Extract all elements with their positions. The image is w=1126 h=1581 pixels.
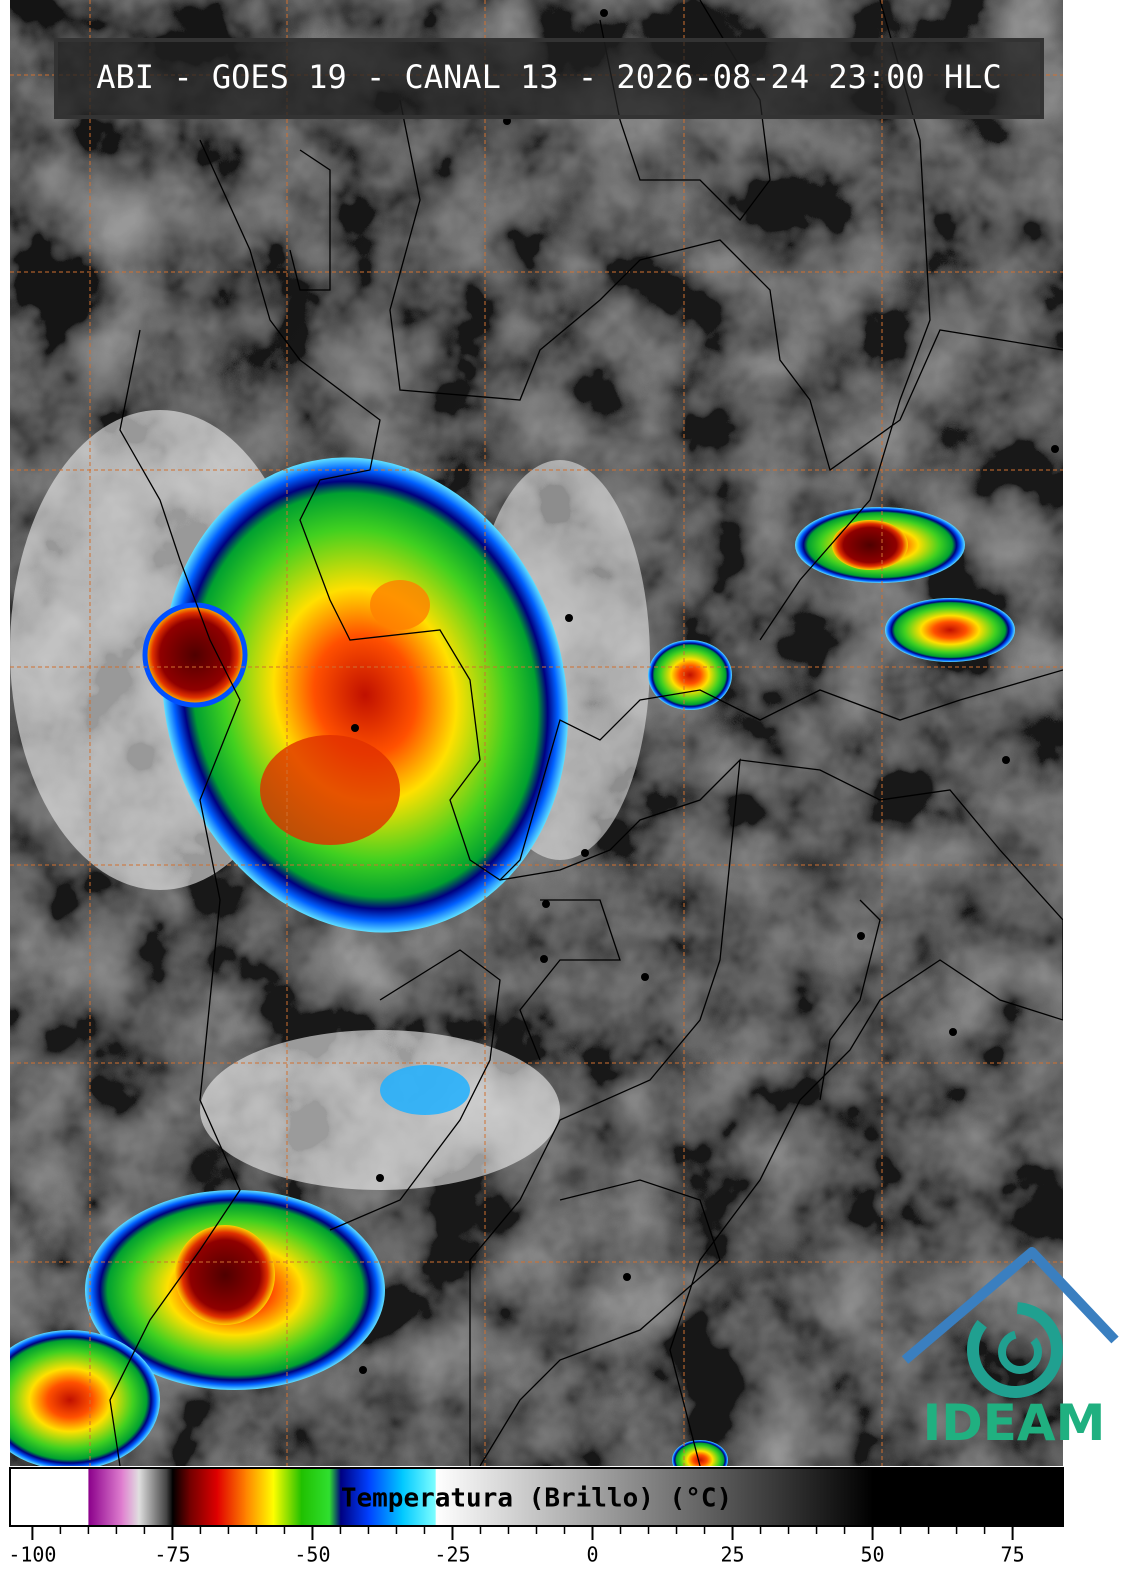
tick-label: 75: [1001, 1543, 1025, 1567]
colorbar-segment: [172, 1468, 190, 1526]
storm-core: [175, 1225, 275, 1325]
tick-label: -75: [154, 1543, 190, 1567]
colorbar-segment: [88, 1468, 123, 1526]
colorbar-title: Temperatura (Brillo) (°C): [341, 1484, 732, 1514]
borders: [109, 0, 1063, 1466]
colorbar-segment: [217, 1468, 246, 1526]
tick-label: 25: [720, 1543, 744, 1567]
map: [10, 0, 1063, 1466]
logo: IDEAM: [901, 1247, 1119, 1452]
colorbar-segment: [368, 1468, 403, 1526]
colorbar-segment: [10, 1468, 89, 1526]
colorbar-segment: [301, 1468, 330, 1526]
storm-cell: [885, 598, 1015, 662]
logo-text: IDEAM: [923, 1394, 1106, 1452]
colorbar-segment: [122, 1468, 140, 1526]
cloud-cell: [380, 1065, 470, 1115]
colorbar-segment: [273, 1468, 302, 1526]
storm-core: [260, 735, 400, 845]
logo-swirl: [998, 1330, 1042, 1374]
storm-cell: [672, 1440, 728, 1466]
title: ABI - GOES 19 - CANAL 13 - 2026-08-24 23…: [96, 58, 1001, 96]
storm-core: [832, 520, 908, 570]
colorbar: Temperatura (Brillo) (°C) -100 -75 -50 -25 0 2…: [8, 1467, 1064, 1567]
storm-cell: [162, 457, 568, 933]
storm-core: [142, 602, 248, 708]
colorbar-segment: [340, 1468, 369, 1526]
title-box: [54, 38, 1044, 119]
storm-core: [370, 580, 430, 630]
tick-label: -100: [8, 1543, 56, 1567]
storm-cell: [648, 640, 732, 710]
logo-swirl: [967, 1302, 1063, 1398]
colorbar-segment: [166, 1468, 173, 1526]
storm-cell: [10, 1330, 160, 1466]
colorbar-segment: [872, 1468, 1064, 1526]
tick-label: -25: [434, 1543, 470, 1567]
colorbar-segment: [402, 1468, 437, 1526]
tick-label: 0: [586, 1543, 598, 1567]
tick-label: -50: [294, 1543, 330, 1567]
cloud: [200, 1030, 560, 1190]
colorbar-segment: [435, 1468, 874, 1526]
colorbar-segment: [245, 1468, 274, 1526]
colorbar-segment: [138, 1468, 168, 1526]
tick-label: 50: [861, 1543, 885, 1567]
colorbar-segment: [329, 1468, 341, 1526]
logo-roof: [901, 1247, 1119, 1364]
cities: [351, 9, 1059, 1374]
colorbar-segment: [189, 1468, 218, 1526]
